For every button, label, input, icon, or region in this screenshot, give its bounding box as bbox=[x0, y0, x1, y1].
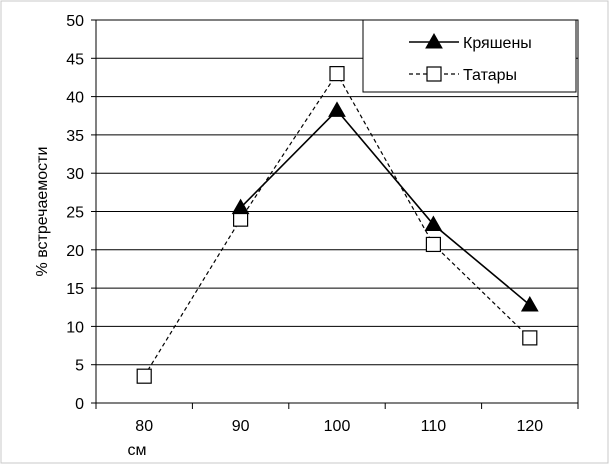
data-point bbox=[520, 295, 539, 312]
data-point bbox=[136, 368, 152, 384]
y-tick-labels: 0 5 10 15 20 25 30 35 40 45 50 bbox=[66, 13, 84, 413]
axes bbox=[91, 19, 579, 409]
y-tick-label: 35 bbox=[66, 128, 84, 145]
legend-marker bbox=[425, 32, 443, 49]
series-line bbox=[240, 109, 531, 306]
legend-box bbox=[362, 19, 577, 93]
data-point bbox=[424, 215, 443, 232]
series-2 bbox=[136, 66, 538, 384]
x-tick-label: 120 bbox=[516, 418, 543, 435]
data-point bbox=[329, 66, 345, 82]
series bbox=[136, 66, 539, 384]
x-tick-label: 110 bbox=[421, 418, 447, 435]
legend: Кряшены Татары bbox=[362, 19, 577, 93]
y-axis-title: % встречаемости bbox=[34, 147, 51, 277]
y-tick-label: 0 bbox=[75, 396, 84, 413]
y-tick-label: 15 bbox=[66, 281, 84, 298]
y-tick-label: 5 bbox=[75, 358, 84, 375]
x-tick-labels: 80 90 100 110 120 bbox=[135, 418, 543, 435]
legend-label: Кряшены bbox=[463, 35, 532, 52]
data-point bbox=[231, 198, 250, 215]
legend-item: Татары bbox=[409, 66, 517, 84]
y-tick-label: 50 bbox=[66, 13, 84, 30]
y-tick-label: 25 bbox=[66, 205, 84, 222]
x-axis-title: см bbox=[128, 442, 147, 459]
legend-items: Кряшены Татары bbox=[409, 32, 532, 84]
y-tick-label: 30 bbox=[66, 166, 84, 183]
y-tick-label: 45 bbox=[66, 51, 84, 68]
x-tick-label: 100 bbox=[324, 418, 351, 435]
legend-item: Кряшены bbox=[409, 32, 532, 52]
y-tick-label: 10 bbox=[66, 319, 84, 336]
legend-label: Татары bbox=[463, 67, 517, 84]
data-point bbox=[328, 101, 346, 117]
data-point bbox=[233, 211, 249, 227]
y-tick-label: 40 bbox=[66, 90, 84, 107]
x-tick-label: 80 bbox=[135, 418, 153, 435]
series-1 bbox=[231, 101, 539, 312]
legend-marker bbox=[426, 66, 442, 82]
data-point bbox=[425, 236, 441, 253]
y-tick-label: 20 bbox=[66, 243, 84, 260]
x-tick-label: 90 bbox=[232, 418, 250, 435]
data-point bbox=[522, 330, 538, 346]
